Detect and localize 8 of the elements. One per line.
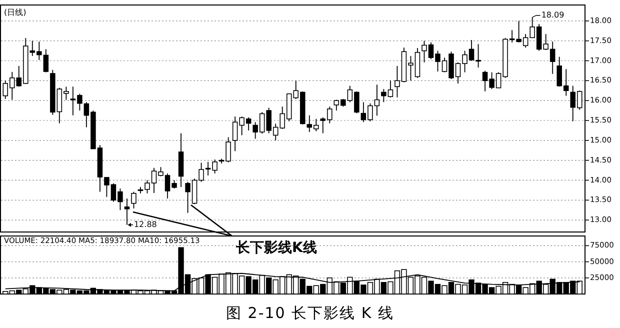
candlestick — [124, 198, 130, 226]
candlestick — [131, 191, 136, 209]
chart-title: (日线) — [4, 8, 26, 17]
annotation: 长下影线K线 — [235, 240, 317, 256]
annotation: 12.88 — [134, 220, 157, 230]
candlestick — [43, 48, 49, 73]
annotation: 18.09 — [541, 10, 564, 20]
caption: 图 2-10 长下影线 K 线 — [226, 304, 394, 322]
